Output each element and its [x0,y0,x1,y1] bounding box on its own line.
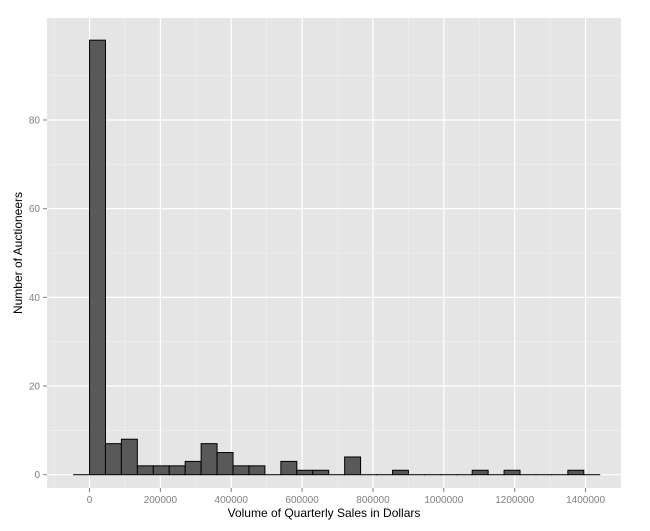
x-tick-label: 0 [87,495,93,506]
histogram-bars [73,39,601,476]
y-tick-label: 40 [29,293,41,304]
x-tick-label: 800000 [356,495,390,506]
histogram-bar [168,465,186,476]
x-tick-label: 1400000 [566,495,605,506]
x-tick-label: 400000 [215,495,249,506]
x-axis-title: Volume of Quarterly Sales in Dollars [228,506,421,520]
histogram-bar [232,465,250,476]
histogram-bar [200,443,218,476]
minor-gridlines [47,18,622,488]
y-axis-title: Number of Auctioneers [11,192,25,314]
y-tick-label: 0 [34,470,40,481]
histogram-bar [248,465,266,476]
histogram-bar [89,39,106,476]
histogram-bar [216,452,234,476]
histogram-bar [503,469,521,476]
histogram-bar [344,456,362,476]
x-tick-label: 1000000 [424,495,463,506]
histogram-bar [184,460,202,476]
histogram-bar [152,465,170,476]
x-tick-label: 600000 [285,495,319,506]
histogram-bar [567,469,585,476]
y-tick-label: 80 [29,115,41,126]
histogram-bar [471,469,489,476]
histogram-bar [296,469,314,476]
histogram-bar [280,460,298,476]
histogram-bar [391,469,409,476]
histogram-bar [104,443,122,476]
histogram-bar [120,438,138,476]
x-axis-ticks: 0 200000 400000 600000 800000 1000000 1200000 1… [87,488,605,506]
y-tick-label: 60 [29,204,41,215]
x-tick-label: 200000 [144,495,178,506]
histogram-bar [312,469,330,476]
y-axis-ticks: 0 20 40 60 80 [29,115,47,481]
histogram-bar [136,465,154,476]
x-tick-label: 1200000 [495,495,534,506]
y-tick-label: 20 [29,382,41,393]
